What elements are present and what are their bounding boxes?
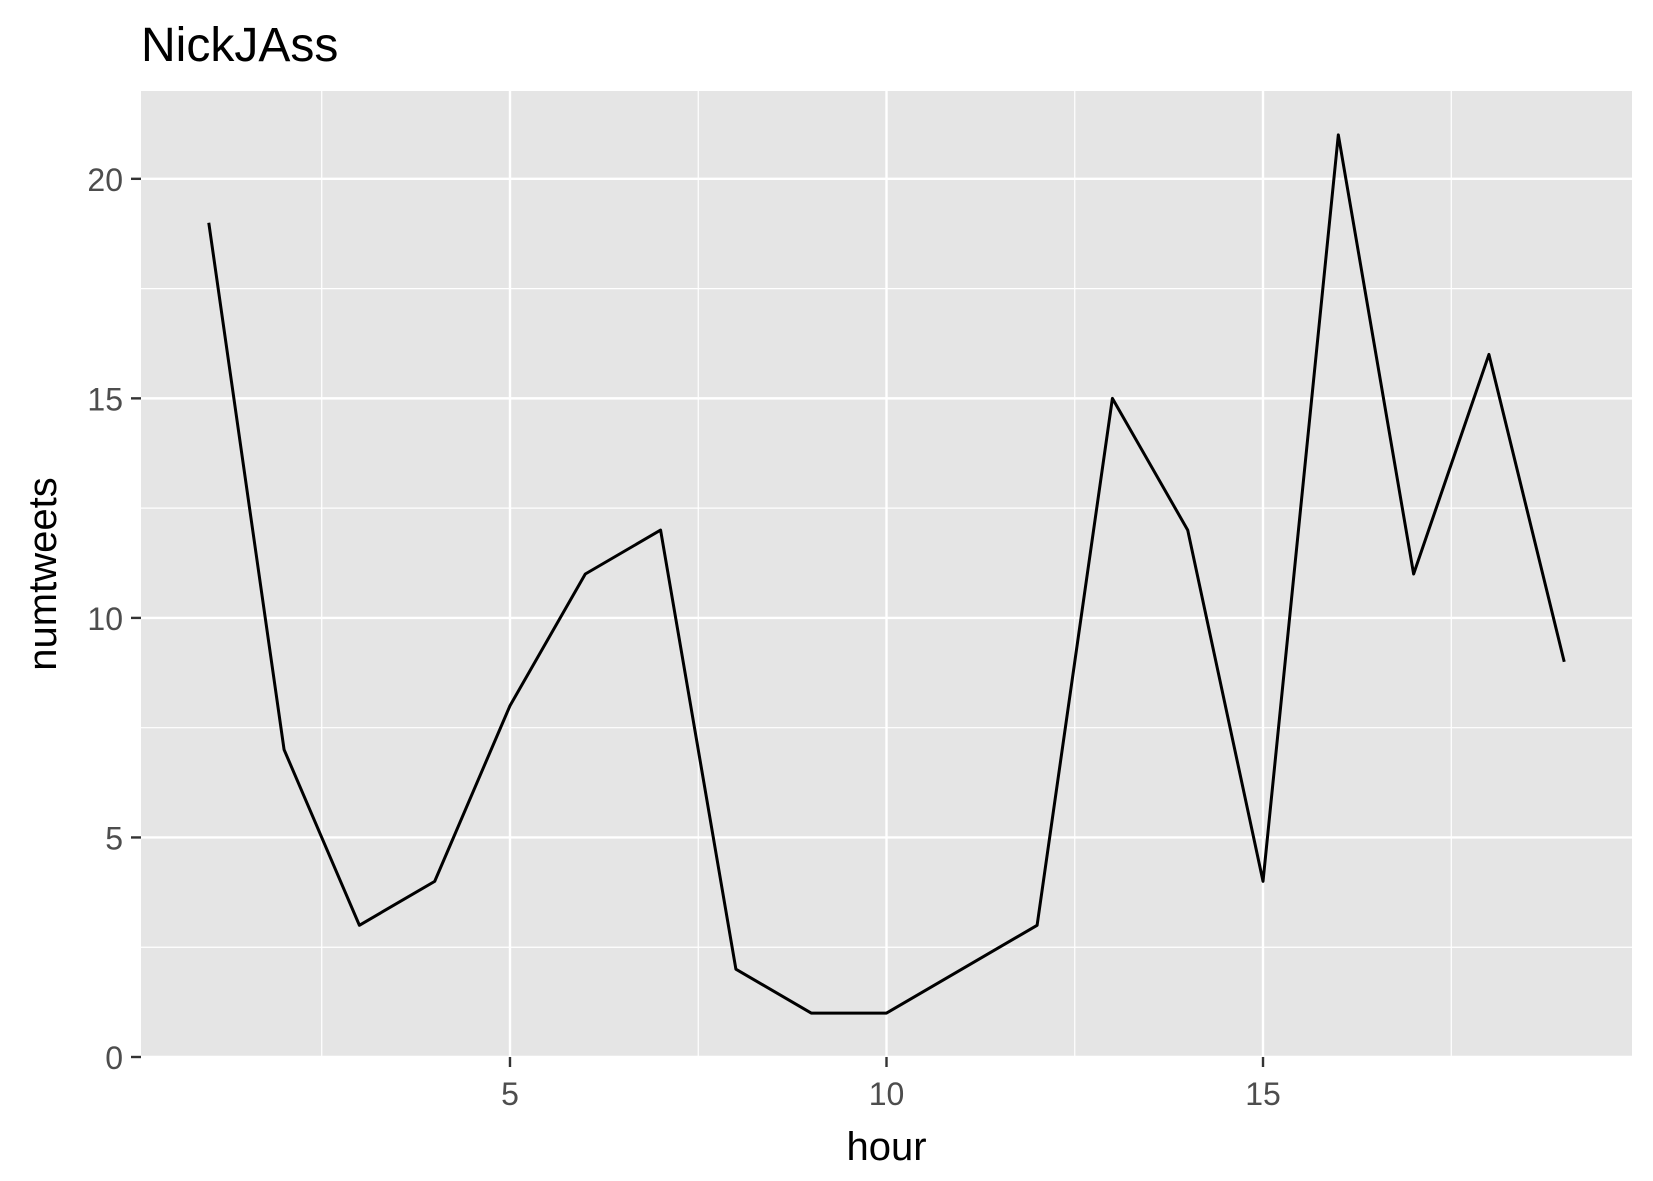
axis-ticks bbox=[131, 177, 1265, 1067]
series-line bbox=[207, 133, 1566, 1015]
x-tick-label: 15 bbox=[1245, 1076, 1281, 1112]
tick-labels: 0 5 10 15 20 5 10 15 bbox=[87, 162, 1280, 1112]
y-axis-title: numtweets bbox=[21, 477, 65, 670]
y-tick-label: 20 bbox=[87, 162, 123, 198]
y-tick-label: 0 bbox=[105, 1040, 123, 1076]
y-tick-label: 5 bbox=[105, 820, 123, 856]
chart-title: NickJAss bbox=[141, 19, 338, 72]
x-tick-label: 5 bbox=[501, 1076, 519, 1112]
x-axis-title: hour bbox=[846, 1125, 926, 1169]
y-tick-label: 15 bbox=[87, 381, 123, 417]
y-tick-label: 10 bbox=[87, 601, 123, 637]
x-tick-label: 10 bbox=[869, 1076, 905, 1112]
series-layer bbox=[207, 133, 1566, 1015]
major-gridlines bbox=[141, 91, 1632, 1059]
